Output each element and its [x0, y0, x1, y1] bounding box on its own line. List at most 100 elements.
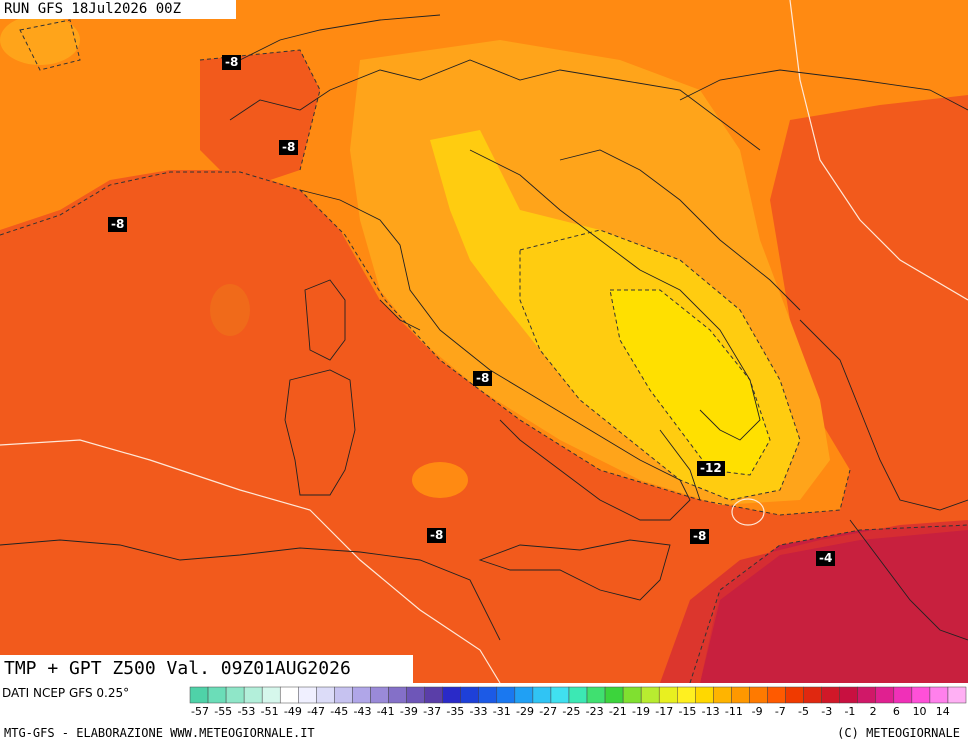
scale-label: -13: [702, 705, 720, 718]
scale-swatch: [424, 686, 443, 704]
scale-label: -25: [562, 705, 580, 718]
scale-swatch: [298, 686, 317, 704]
scale-label: -41: [377, 705, 395, 718]
color-scale: -57 -55 -53 -51 -49 -47 -45 -43 -41 -39 -37 -35 -33-…: [189, 686, 967, 718]
scale-label: -47: [307, 705, 325, 718]
scale-label: -19: [632, 705, 650, 718]
scale-swatch: [947, 686, 967, 704]
field-crimson-edge: [660, 520, 968, 683]
scale-label: -27: [539, 705, 557, 718]
scale-label: 6: [893, 705, 900, 718]
scale-swatch: [857, 686, 877, 704]
scale-swatch: [622, 686, 642, 704]
scale-swatch: [261, 686, 281, 704]
scale-swatch: [568, 686, 588, 704]
scale-swatch: [677, 686, 696, 704]
scale-swatch: [496, 686, 516, 704]
scale-label: -51: [261, 705, 279, 718]
scale-swatch: [821, 686, 840, 704]
geopotential-lines: [0, 0, 968, 683]
scale-label: -17: [655, 705, 673, 718]
scale-label: -37: [423, 705, 441, 718]
scale-swatch: [604, 686, 624, 704]
scale-label: -39: [400, 705, 418, 718]
scale-label: -1: [844, 705, 855, 718]
scale-swatch: [352, 686, 371, 704]
scale-label: -23: [586, 705, 604, 718]
scale-swatch: [388, 686, 407, 704]
scale-swatch: [478, 686, 498, 704]
scale-swatch: [839, 686, 858, 704]
field-orange-nw: [200, 50, 320, 190]
scale-swatch: [658, 686, 678, 704]
scale-label: -15: [678, 705, 696, 718]
scale-swatch: [911, 686, 931, 704]
scale-label: 14: [936, 705, 950, 718]
scale-label: -33: [470, 705, 488, 718]
contour-label: -12: [697, 461, 725, 476]
scale-label: -55: [214, 705, 232, 718]
contour-label: -8: [473, 371, 493, 386]
scale-swatch: [767, 686, 786, 704]
scale-swatch: [207, 686, 227, 704]
scale-swatch: [875, 686, 895, 704]
scale-label: -7: [775, 705, 786, 718]
scale-label: -5: [798, 705, 809, 718]
contour-label: -8: [222, 55, 242, 70]
scale-swatch: [640, 686, 660, 704]
scale-swatch: [243, 686, 263, 704]
temperature-map: [0, 0, 968, 683]
scale-swatch: [893, 686, 913, 704]
scale-swatch: [370, 686, 389, 704]
scale-swatch: [586, 686, 606, 704]
scale-swatch: [189, 686, 209, 704]
field-patch: [0, 15, 80, 65]
scale-swatch: [785, 686, 804, 704]
scale-swatch: [406, 686, 425, 704]
contour-label: -8: [690, 529, 710, 544]
field-patch: [412, 462, 468, 498]
data-source: DATI NCEP GFS 0.25°: [2, 686, 130, 700]
scale-swatch: [279, 686, 299, 704]
run-label: RUN GFS 18Jul2026 00Z: [0, 0, 236, 19]
scale-swatch: [225, 686, 245, 704]
contour-label: -8: [108, 217, 128, 232]
borders: [0, 14, 968, 641]
scale-label: 2: [870, 705, 877, 718]
scale-label: -43: [354, 705, 372, 718]
scale-swatch: [334, 686, 353, 704]
scale-label: 10: [913, 705, 927, 718]
scale-swatch: [695, 686, 714, 704]
scale-swatch: [749, 686, 768, 704]
scale-swatch: [442, 686, 461, 704]
scale-label: -35: [446, 705, 464, 718]
scale-swatch: [731, 686, 750, 704]
scale-swatch: [550, 686, 570, 704]
scale-label: -3: [821, 705, 832, 718]
scale-label: -21: [609, 705, 627, 718]
credit-right: (C) METEOGIORNALE: [837, 726, 960, 740]
scale-swatch: [514, 686, 534, 704]
scale-label: -31: [493, 705, 511, 718]
scale-label: -9: [752, 705, 763, 718]
valid-time-title: TMP + GPT Z500 Val. 09Z01AUG2026: [0, 655, 413, 683]
scale-label: -11: [725, 705, 743, 718]
scale-swatch: [316, 686, 335, 704]
scale-swatch: [460, 686, 479, 704]
scale-swatch: [929, 686, 949, 704]
scale-swatch: [803, 686, 822, 704]
scale-label: -45: [330, 705, 348, 718]
scale-label: -29: [516, 705, 534, 718]
contour-label: -8: [279, 140, 299, 155]
scale-swatch: [532, 686, 552, 704]
contour-label: -8: [427, 528, 447, 543]
scale-swatch: [713, 686, 732, 704]
scale-label: -57: [191, 705, 209, 718]
field-bright-yellow: [610, 290, 770, 475]
scale-label: -53: [237, 705, 255, 718]
scale-label: -49: [284, 705, 302, 718]
contour-label: -4: [816, 551, 836, 566]
credit-left: MTG-GFS - ELABORAZIONE WWW.METEOGIORNALE…: [4, 726, 315, 740]
field-patch: [210, 284, 250, 336]
